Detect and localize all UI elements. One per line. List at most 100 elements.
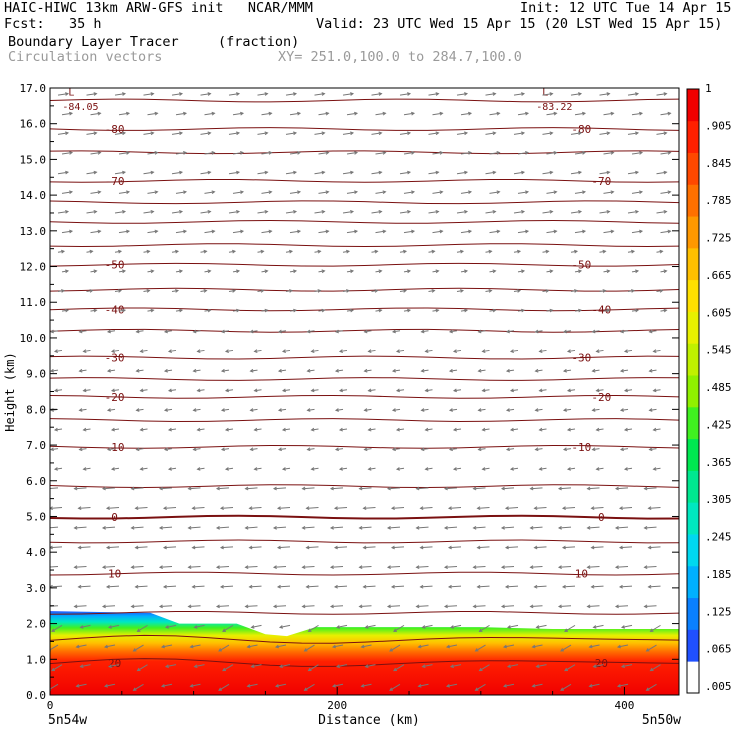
wind-vector-head	[649, 667, 654, 672]
wind-vector	[631, 230, 643, 234]
wind-vector	[273, 526, 287, 529]
wind-vector	[314, 290, 321, 293]
wind-vector-head	[505, 329, 510, 334]
wind-vector	[194, 624, 205, 628]
wind-vector	[570, 210, 582, 214]
wind-vector	[192, 507, 205, 509]
wind-vector	[574, 152, 586, 155]
wind-vector	[137, 624, 148, 632]
wind-vector	[79, 330, 87, 333]
wind-vector-head	[415, 525, 420, 530]
wind-vector	[250, 369, 258, 372]
wind-vector	[396, 467, 405, 470]
wind-vector-head	[146, 249, 151, 254]
wind-vector	[131, 565, 144, 568]
wind-vector	[364, 408, 372, 411]
wind-vector-head	[586, 604, 591, 609]
wind-vector	[420, 585, 433, 588]
wind-vector-head	[154, 190, 159, 195]
wind-vector-head	[139, 388, 144, 393]
wind-vector	[485, 171, 496, 175]
wind-vector-head	[389, 687, 394, 691]
wind-vector	[80, 664, 91, 668]
wind-vector	[108, 664, 120, 668]
wind-vector-head	[215, 525, 220, 530]
wind-vector	[646, 683, 657, 691]
wind-vector-head	[317, 289, 322, 293]
colorbar-label: .245	[705, 531, 732, 544]
colorbar-label: .845	[705, 157, 732, 170]
wind-vector-head	[415, 565, 420, 569]
wind-vector-head	[443, 565, 448, 569]
wind-vector-head	[158, 604, 163, 609]
wind-vector-head	[224, 349, 229, 353]
wind-vector	[444, 487, 458, 490]
wind-vector-head	[272, 525, 277, 530]
wind-vector	[364, 448, 372, 451]
wind-vector	[375, 191, 386, 194]
wind-vector	[342, 210, 354, 214]
wind-vector	[562, 585, 576, 588]
wind-vector	[660, 191, 671, 194]
temperature-contour	[50, 262, 679, 267]
wind-vector-head	[134, 545, 139, 550]
wind-vector	[249, 546, 262, 549]
wind-vector-head	[249, 368, 254, 373]
wind-vector-head	[150, 131, 155, 136]
wind-vector-head	[276, 506, 281, 511]
wind-vector	[147, 191, 158, 194]
wind-vector-head	[591, 329, 596, 334]
wind-vector-head	[378, 269, 383, 274]
wind-vector	[318, 112, 329, 116]
wind-vector	[175, 191, 187, 194]
wind-vector-head	[264, 209, 269, 214]
wind-vector	[421, 369, 429, 372]
wind-vector-head	[272, 565, 277, 569]
wind-vector-head	[350, 209, 355, 214]
wind-vector	[171, 93, 183, 96]
wind-vector	[193, 369, 201, 372]
wind-vector	[339, 428, 348, 431]
wind-vector-head	[82, 467, 87, 471]
wind-vector	[74, 487, 87, 490]
low-value: -84.05	[62, 102, 98, 113]
wind-vector-head	[610, 229, 615, 234]
contour-label: -30	[571, 352, 591, 365]
wind-vector	[83, 389, 91, 392]
wind-vector-head	[321, 131, 326, 136]
wind-vector-head	[297, 229, 302, 234]
wind-vector	[596, 467, 604, 470]
wind-vector	[432, 191, 443, 194]
wind-vector	[489, 270, 496, 273]
wind-vector	[225, 349, 234, 352]
wind-vector-head	[635, 131, 640, 136]
wind-vector-head	[278, 664, 284, 669]
wind-vector	[188, 487, 201, 490]
wind-vector-head	[46, 605, 49, 608]
wind-vector-head	[51, 667, 56, 672]
wind-vector	[106, 585, 120, 588]
colorbar-label: 1	[705, 82, 712, 95]
wind-vector-head	[663, 170, 668, 175]
wind-vector	[621, 624, 633, 628]
wind-vector-head	[69, 111, 74, 116]
wind-vector	[627, 132, 639, 135]
wind-vector	[137, 664, 148, 672]
wind-vector-head	[553, 190, 558, 195]
wind-vector-head	[648, 447, 653, 452]
wind-vector	[479, 664, 490, 672]
wind-vector-head	[53, 467, 58, 471]
wind-vector-head	[297, 111, 302, 116]
wind-vector-head	[474, 648, 479, 652]
wind-vector-head	[582, 151, 587, 155]
wind-vector-head	[167, 388, 172, 393]
wind-vector-head	[82, 349, 87, 353]
wind-vector-head	[211, 111, 216, 116]
wind-vector	[307, 369, 315, 372]
wind-vector	[364, 369, 372, 372]
wind-vector-head	[529, 525, 534, 530]
wind-vector-head	[167, 427, 172, 432]
wind-vector	[245, 487, 258, 490]
wind-vector-head	[588, 644, 593, 649]
wind-vector	[228, 290, 236, 293]
